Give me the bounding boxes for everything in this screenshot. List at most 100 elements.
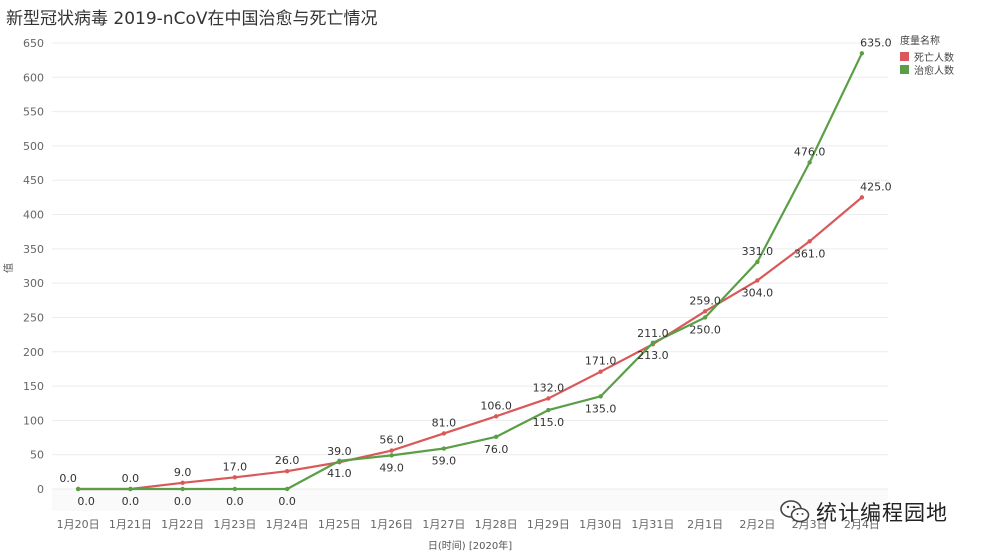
legend-label-recovered: 治愈人数 bbox=[914, 66, 954, 77]
point-recovered bbox=[75, 486, 81, 492]
x-axis-ticks: 1月20日 1月21日 1月22日 1月23日 1月24日 1月25日 1月26日 1月27日… bbox=[57, 518, 880, 531]
data-label-recovered: 59.0 bbox=[432, 455, 457, 468]
data-label-recovered: 0.0 bbox=[226, 495, 244, 508]
x-tick-label: 1月28日 bbox=[475, 518, 518, 531]
x-tick-label: 1月24日 bbox=[266, 518, 309, 531]
point-recovered bbox=[807, 160, 812, 165]
data-label-recovered: 213.0 bbox=[637, 349, 669, 362]
data-label-deaths: 56.0 bbox=[379, 434, 404, 447]
x-axis-title: 日(时间) [2020年] bbox=[428, 539, 512, 552]
point-recovered bbox=[180, 486, 185, 492]
y-tick-label: 350 bbox=[23, 243, 44, 256]
point-deaths bbox=[546, 396, 551, 401]
data-label-recovered: 41.0 bbox=[327, 467, 352, 480]
watermark-text: 统计编程园地 bbox=[816, 501, 948, 525]
point-recovered bbox=[389, 453, 394, 458]
y-tick-label: 150 bbox=[23, 380, 44, 393]
data-label-deaths: 259.0 bbox=[689, 294, 721, 307]
data-label-recovered: 0.0 bbox=[122, 495, 140, 508]
y-tick-label: 100 bbox=[23, 414, 44, 427]
point-recovered bbox=[232, 486, 238, 492]
x-tick-label: 1月31日 bbox=[631, 518, 674, 531]
x-tick-label: 2月4日 bbox=[844, 518, 880, 531]
point-recovered bbox=[441, 446, 447, 451]
x-tick-label: 1月20日 bbox=[57, 518, 100, 531]
point-deaths bbox=[702, 309, 708, 314]
y-tick-label: 650 bbox=[23, 37, 44, 50]
point-deaths bbox=[493, 414, 499, 419]
data-label-deaths: 39.0 bbox=[327, 445, 352, 458]
point-deaths bbox=[807, 239, 812, 244]
legend-item-deaths: 死亡人数 bbox=[900, 50, 954, 64]
data-label-recovered: 250.0 bbox=[689, 323, 721, 336]
data-label-recovered: 476.0 bbox=[794, 145, 826, 158]
point-recovered bbox=[755, 259, 760, 265]
data-label-recovered: 49.0 bbox=[379, 461, 404, 474]
y-tick-label: 300 bbox=[23, 277, 44, 290]
data-label-recovered: 0.0 bbox=[278, 495, 296, 508]
data-label-deaths: 0.0 bbox=[59, 472, 77, 485]
x-tick-label: 1月29日 bbox=[527, 518, 570, 531]
point-recovered bbox=[702, 315, 708, 320]
point-recovered bbox=[128, 486, 133, 492]
x-tick-label: 1月23日 bbox=[213, 518, 256, 531]
data-label-deaths: 0.0 bbox=[122, 472, 140, 485]
data-label-deaths: 81.0 bbox=[432, 416, 457, 429]
data-label-recovered: 0.0 bbox=[174, 495, 192, 508]
series-lines bbox=[75, 51, 865, 492]
x-tick-label: 1月30日 bbox=[579, 518, 622, 531]
x-tick-label: 1月25日 bbox=[318, 518, 361, 531]
point-recovered bbox=[859, 51, 865, 56]
point-recovered bbox=[546, 407, 551, 413]
y-tick-label: 500 bbox=[23, 140, 44, 153]
series-line-recovered bbox=[78, 52, 863, 491]
wechat-icon bbox=[780, 500, 810, 523]
point-recovered bbox=[284, 486, 290, 492]
data-label-recovered: 76.0 bbox=[484, 443, 509, 456]
y-axis-ticks: 0 50 100 150 200 250 300 350 400 450 500 550 600 650 bbox=[23, 37, 44, 496]
point-deaths bbox=[284, 468, 290, 474]
x-tick-label: 1月22日 bbox=[161, 518, 204, 531]
data-label-recovered: 331.0 bbox=[742, 245, 774, 258]
data-label-deaths: 132.0 bbox=[533, 381, 565, 394]
data-label-recovered: 135.0 bbox=[585, 402, 617, 415]
legend-label-deaths: 死亡人数 bbox=[914, 53, 954, 64]
point-recovered bbox=[598, 394, 603, 399]
x-tick-label: 2月2日 bbox=[739, 518, 775, 531]
data-label-deaths: 304.0 bbox=[742, 286, 774, 299]
legend: 度量名称 死亡人数 治愈人数 bbox=[900, 32, 954, 77]
series-line-deaths bbox=[78, 196, 863, 491]
watermark: 统计编程园地 bbox=[780, 497, 948, 527]
y-tick-label: 0 bbox=[37, 483, 44, 496]
y-tick-label: 600 bbox=[23, 71, 44, 84]
point-deaths bbox=[389, 448, 394, 453]
data-labels: 0.0 0.0 9.0 17.0 26.039.056.081.0106.0132.01… bbox=[59, 36, 891, 508]
x-tick-label: 1月27日 bbox=[422, 518, 465, 531]
data-label-deaths: 9.0 bbox=[174, 466, 192, 479]
data-label-recovered: 0.0 bbox=[77, 495, 95, 508]
point-recovered bbox=[337, 458, 342, 464]
point-deaths bbox=[180, 480, 185, 486]
x-tick-label: 2月1日 bbox=[687, 518, 723, 531]
legend-title: 度量名称 bbox=[900, 36, 940, 47]
data-label-deaths: 361.0 bbox=[794, 247, 826, 260]
grid-lines bbox=[52, 42, 888, 511]
point-recovered bbox=[493, 434, 499, 440]
x-tick-label: 1月21日 bbox=[109, 518, 152, 531]
y-tick-label: 250 bbox=[23, 311, 44, 324]
data-label-deaths: 211.0 bbox=[637, 327, 669, 340]
legend-item-recovered: 治愈人数 bbox=[900, 63, 954, 77]
x-tick-label: 1月26日 bbox=[370, 518, 413, 531]
point-deaths bbox=[232, 475, 238, 480]
y-axis-title: 值 bbox=[2, 263, 15, 273]
data-label-deaths: 171.0 bbox=[585, 355, 617, 368]
y-tick-label: 400 bbox=[23, 209, 44, 222]
chart-title: 新型冠状病毒 2019-nCoV在中国治愈与死亡情况 bbox=[6, 9, 378, 29]
point-recovered bbox=[650, 340, 656, 346]
y-tick-label: 550 bbox=[23, 106, 44, 119]
point-deaths bbox=[859, 195, 865, 200]
legend-swatch-recovered bbox=[900, 65, 909, 74]
data-label-deaths: 26.0 bbox=[275, 454, 300, 467]
legend-swatch-deaths bbox=[900, 52, 909, 61]
